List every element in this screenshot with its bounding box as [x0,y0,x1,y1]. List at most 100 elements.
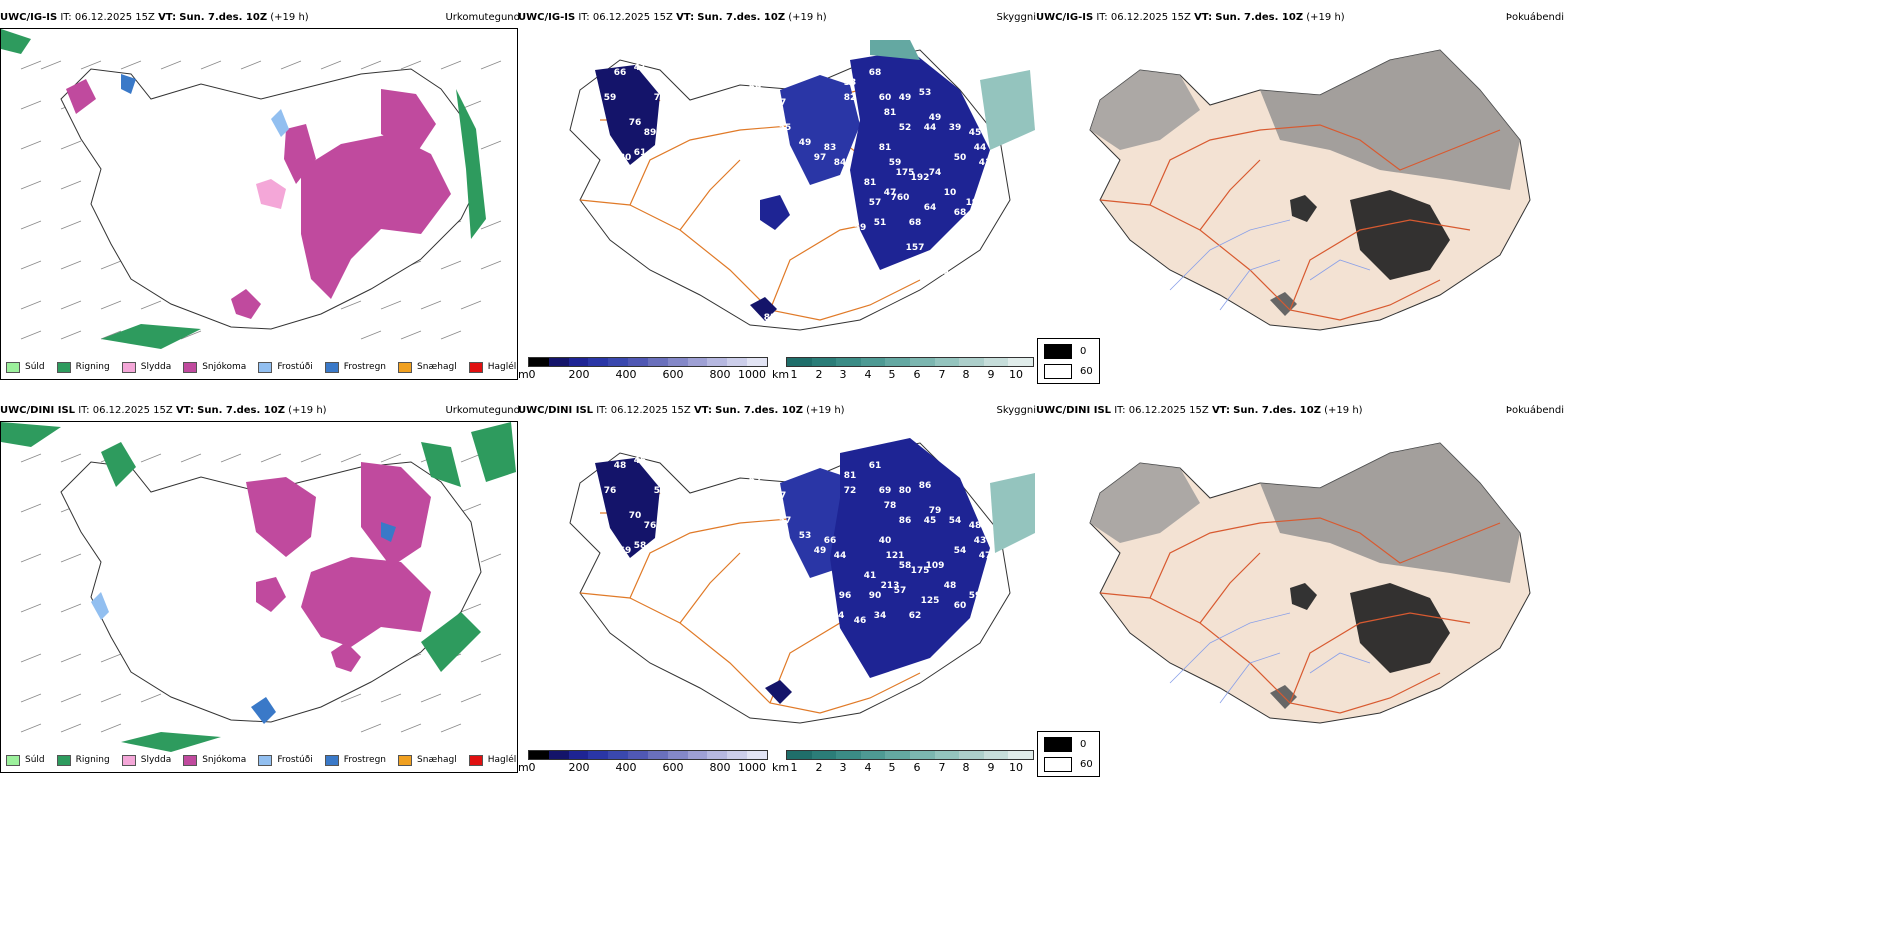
visibility-label: 49 [929,113,942,123]
visibility-label: 58 [899,561,912,571]
precip-map-row1 [1,29,502,349]
product-name: Skyggni [996,405,1036,416]
precip-map-row2 [1,422,516,752]
visibility-label: 43 [879,283,892,293]
visibility-label: 41 [864,571,877,581]
legend-swatch [6,754,20,766]
visibility-label: 57 [894,586,907,596]
legend-item: Súld [6,754,45,766]
visibility-label: 57 [869,198,882,208]
visibility-label: 157 [906,243,925,253]
cloudbase-areas [595,40,1035,321]
visibility-label: 34 [874,611,887,621]
cloudbase-colorbar-row1: m 0 200 400 600 800 1000 [518,357,768,383]
visibility-colorbar [786,750,1034,760]
init-time: 06.12.2025 15Z [592,12,673,23]
visibility-label: 46 [854,616,867,626]
init-time: 06.12.2025 15Z [610,405,691,416]
visibility-label: 69 [749,83,762,93]
visibility-label: 67 [774,491,787,501]
valid-time: Sun. 7.des. 10Z [1233,405,1321,416]
panel-title: UWC/DINI ISL IT: 06.12.2025 15Z VT: Sun.… [518,405,1036,416]
precip-panel-row2: UWC/DINI ISL IT: 06.12.2025 15Z VT: Sun.… [0,405,520,775]
visibility-label: 81 [844,471,857,481]
visibility-label: 80 [899,486,912,496]
init-time: 06.12.2025 15Z [1128,405,1209,416]
legend-swatch [398,754,413,766]
fog-panel-row1: UWC/IG-IS IT: 06.12.2025 15Z VT: Sun. 7.… [1036,12,1900,382]
precip-panel-row1: UWC/IG-IS IT: 06.12.2025 15Z VT: Sun. 7.… [0,12,520,382]
legend-item: Frostúði [258,361,313,373]
visibility-label: 59 [604,93,617,103]
rivers [1169,219,1371,311]
visibility-label: 64 [924,203,937,213]
visibility-label: 54 [954,546,967,556]
visibility-label: 48 [944,581,957,591]
visibility-label: 81 [879,143,892,153]
legend-swatch [183,754,198,766]
visibility-label: 55 [759,233,772,243]
visibility-label: 59 [889,158,902,168]
legend-swatch [56,754,71,766]
lead-time: (+19 h) [1306,12,1345,23]
road-network [1099,517,1501,714]
visibility-label: 49 [814,546,827,556]
legend-item: 60 [1044,754,1093,774]
visibility-label: 53 [844,78,857,88]
init-time: 06.12.2025 15Z [1110,12,1191,23]
visibility-label: 48 [969,521,982,531]
visibility-label: 54 [949,516,962,526]
visibility-label: 60 [954,601,967,611]
legend-swatch [1044,736,1072,752]
legend-item: 0 [1044,341,1093,361]
legend-swatch [258,754,273,766]
visibility-label: 78 [884,501,897,511]
visibility-label: 92 [759,626,772,636]
visibility-label: 68 [869,68,882,78]
visibility-label: 61 [634,148,647,158]
visibility-label: 52 [899,123,912,133]
cloudbase-colorbar [528,357,768,367]
product-name: Úrkomutegund [445,405,520,416]
visibility-colorbar-row1: km 1 2 3 4 5 6 7 8 9 10 [772,357,1034,383]
visibility-label: 57 [774,98,787,108]
visibility-label: 61 [869,461,882,471]
legend-item: Haglél [468,361,516,373]
visibility-label: 53 [919,88,932,98]
init-time: 06.12.2025 15Z [92,405,173,416]
fog-panel-row2: UWC/DINI ISL IT: 06.12.2025 15Z VT: Sun.… [1036,405,1900,775]
visibility-label: 84 [834,158,847,168]
visibility-label: 60 [879,93,892,103]
legend-swatch [6,361,20,373]
model-name: UWC/IG-IS [518,12,576,23]
legend-item: Rigning [56,361,110,373]
visibility-label: 62 [749,476,762,486]
fog-legend-row1: 0 60 [1037,338,1100,384]
panel-title: UWC/IG-IS IT: 06.12.2025 15Z VT: Sun. 7.… [1036,12,1564,23]
visibility-label: 57 [779,516,792,526]
legend-item: Súld [6,361,45,373]
model-name: UWC/DINI ISL [518,405,594,416]
legend-item: Slydda [121,754,171,766]
visibility-label: 83 [824,143,837,153]
visibility-label: 82 [844,93,857,103]
legend-item: Haglél [468,754,516,766]
visibility-label: 39 [949,123,962,133]
cloud-panel-row2: UWC/DINI ISL IT: 06.12.2025 15Z VT: Sun.… [518,405,1036,775]
visibility-label: 175 [911,566,930,576]
lead-time: (+19 h) [288,405,327,416]
precip-map-frame-row2 [0,421,518,773]
visibility-label: 192 [911,173,930,183]
visibility-label: 90 [869,591,882,601]
visibility-label: 44 [974,143,987,153]
fog-legend-row2: 0 60 [1037,731,1100,777]
visibility-label: 45 [634,456,647,466]
visibility-label: 76 [644,521,657,531]
legend-item: 60 [1044,361,1093,381]
legend-swatch [258,361,273,373]
visibility-label: 50 [954,153,967,163]
visibility-label: 68 [909,218,922,228]
lead-time: (+19 h) [806,405,845,416]
visibility-label: 45 [924,516,937,526]
